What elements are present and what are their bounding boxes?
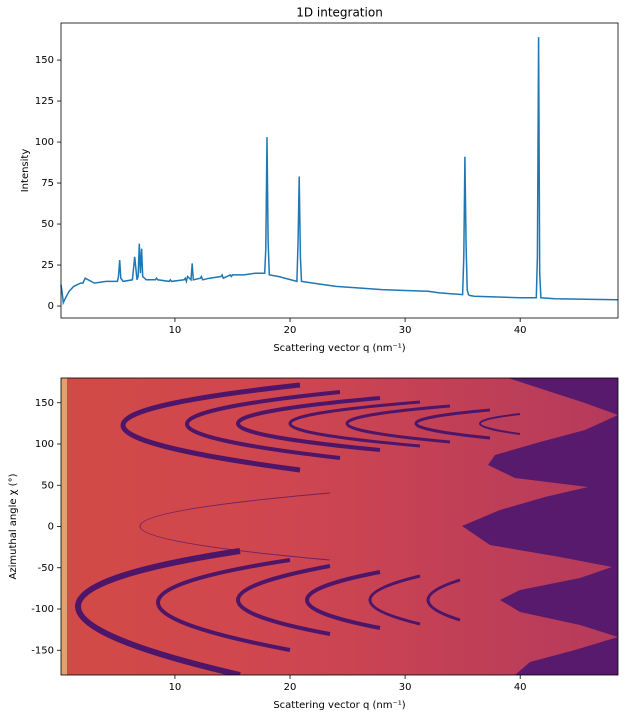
x-tick-label: 40 xyxy=(514,682,527,693)
y-tick-label: 100 xyxy=(35,439,54,450)
x-tick-label: 20 xyxy=(284,325,297,336)
axes-frame xyxy=(60,22,619,319)
y-tick-label: 150 xyxy=(35,398,54,409)
y-tick-label: 125 xyxy=(35,96,54,107)
x-tick-label: 40 xyxy=(514,325,527,336)
y-tick-label: 0 xyxy=(48,522,54,533)
x-axis-label: Scattering vector q (nm⁻¹) xyxy=(273,700,405,711)
y-tick-label: 0 xyxy=(48,301,54,312)
x-tick-label: 30 xyxy=(399,325,412,336)
y-tick-label: 25 xyxy=(41,260,54,271)
x-tick-label: 10 xyxy=(169,325,182,336)
chart-title: 1D integration xyxy=(296,6,383,20)
y-tick-label: 150 xyxy=(35,55,54,66)
y-tick-label: -50 xyxy=(38,563,54,574)
y-tick-label: 75 xyxy=(41,178,54,189)
y-axis-label: Azimuthal angle χ (°) xyxy=(8,473,19,579)
data-line xyxy=(60,37,619,306)
y-tick-label: 100 xyxy=(35,137,54,148)
y-axis-label: Intensity xyxy=(20,149,31,193)
y-tick-label: 50 xyxy=(41,480,54,491)
x-tick-label: 20 xyxy=(284,682,297,693)
heatmap-image xyxy=(61,378,618,675)
y-tick-label: -150 xyxy=(31,645,54,656)
x-tick-label: 30 xyxy=(399,682,412,693)
y-tick-label: 50 xyxy=(41,219,54,230)
x-tick-label: 10 xyxy=(169,682,182,693)
x-axis-label: Scattering vector q (nm⁻¹) xyxy=(273,343,405,354)
y-tick-label: -100 xyxy=(31,604,54,615)
